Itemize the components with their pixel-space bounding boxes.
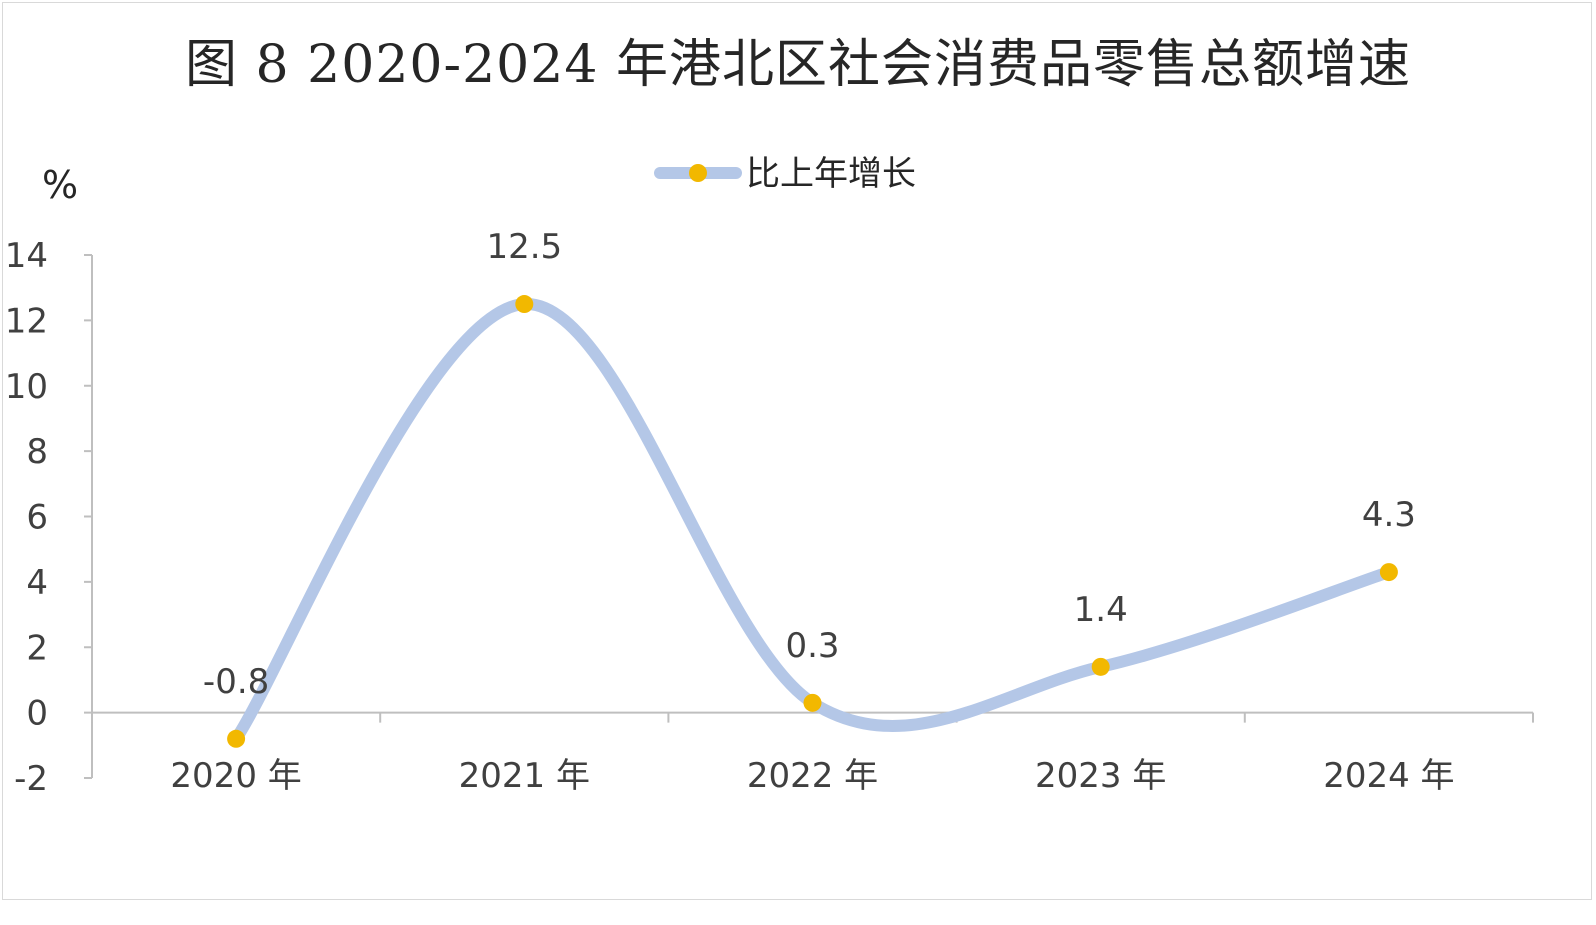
axes: -2 0 2 4 6 8 10 12 14 2020 年 2021 年 2022 年 2023 年 202… <box>5 236 1534 799</box>
series-line-layer <box>227 295 1398 748</box>
y-tick-label: 10 <box>5 367 48 407</box>
chart-title: 图 8 2020-2024 年港北区社会消费品零售总额增速 <box>185 35 1411 95</box>
data-label: 0.3 <box>785 626 839 666</box>
y-tick-label: -2 <box>14 759 48 799</box>
data-point-marker <box>515 295 534 314</box>
data-labels-layer: -0.8 12.5 0.3 1.4 4.3 <box>203 227 1416 702</box>
data-point-marker <box>1091 657 1110 676</box>
y-tick-label: 4 <box>26 563 48 603</box>
y-tick-label: 14 <box>5 236 48 276</box>
y-axis-unit-label: % <box>42 163 78 207</box>
series-line <box>230 298 1395 745</box>
data-label: 12.5 <box>486 227 562 267</box>
data-point-marker <box>803 693 822 712</box>
legend-marker-swatch <box>689 164 707 182</box>
chart-frame <box>2 2 1592 900</box>
legend: 比上年增长 <box>654 154 916 194</box>
data-label: 1.4 <box>1074 590 1128 630</box>
x-category-label: 2023 年 <box>1035 756 1166 796</box>
data-label: 4.3 <box>1362 495 1416 535</box>
data-point-marker <box>1379 563 1398 582</box>
legend-label: 比上年增长 <box>746 154 916 194</box>
x-category-label: 2022 年 <box>747 756 878 796</box>
x-category-label: 2021 年 <box>459 756 590 796</box>
y-tick-label: 2 <box>26 628 48 668</box>
data-label: -0.8 <box>203 662 269 702</box>
y-tick-label: 0 <box>26 694 48 734</box>
y-tick-label: 6 <box>26 498 48 538</box>
x-category-label: 2020 年 <box>170 756 301 796</box>
x-category-label: 2024 年 <box>1323 756 1454 796</box>
y-tick-label: 8 <box>26 432 48 472</box>
y-tick-label: 12 <box>5 301 48 341</box>
data-point-marker <box>227 729 246 748</box>
